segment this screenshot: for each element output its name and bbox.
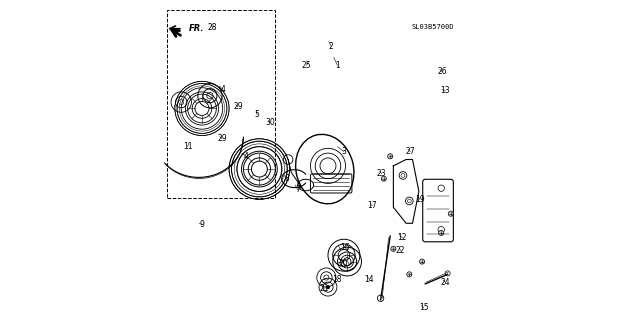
Text: 29: 29 <box>217 134 227 143</box>
Text: 9: 9 <box>200 220 204 229</box>
Text: SL03B5700D: SL03B5700D <box>412 24 454 30</box>
Text: 20: 20 <box>338 259 348 268</box>
Text: FR.: FR. <box>189 24 205 33</box>
Text: 12: 12 <box>397 233 407 242</box>
Text: 7: 7 <box>295 185 300 194</box>
Bar <box>167 10 275 198</box>
Text: 3: 3 <box>342 147 346 156</box>
Text: 2: 2 <box>329 42 333 51</box>
Circle shape <box>391 246 396 251</box>
Text: 25: 25 <box>302 61 312 70</box>
Text: 4: 4 <box>244 152 248 161</box>
Text: 16: 16 <box>340 243 349 252</box>
Text: 27: 27 <box>406 147 415 156</box>
Text: 24: 24 <box>440 278 450 287</box>
Circle shape <box>448 211 453 216</box>
Text: 26: 26 <box>437 67 447 76</box>
Circle shape <box>388 154 393 159</box>
Text: 21: 21 <box>319 284 329 293</box>
Text: 23: 23 <box>377 169 387 178</box>
Text: 15: 15 <box>419 303 429 312</box>
Text: 8: 8 <box>284 174 289 183</box>
Text: 28: 28 <box>208 23 217 32</box>
Text: 18: 18 <box>332 275 341 284</box>
Circle shape <box>420 259 424 264</box>
Text: 14: 14 <box>365 275 374 284</box>
Text: 19: 19 <box>415 195 425 204</box>
Circle shape <box>381 176 387 181</box>
Circle shape <box>407 272 412 277</box>
Text: 30: 30 <box>265 118 275 127</box>
Text: 13: 13 <box>440 86 450 95</box>
Text: 5: 5 <box>255 110 260 119</box>
Text: 22: 22 <box>396 246 406 255</box>
Text: 1: 1 <box>335 61 340 70</box>
Text: 11: 11 <box>183 142 193 151</box>
Text: 29: 29 <box>233 102 243 111</box>
Circle shape <box>438 230 444 235</box>
Circle shape <box>326 285 330 289</box>
Text: 4: 4 <box>220 85 225 94</box>
Text: 17: 17 <box>367 201 377 210</box>
